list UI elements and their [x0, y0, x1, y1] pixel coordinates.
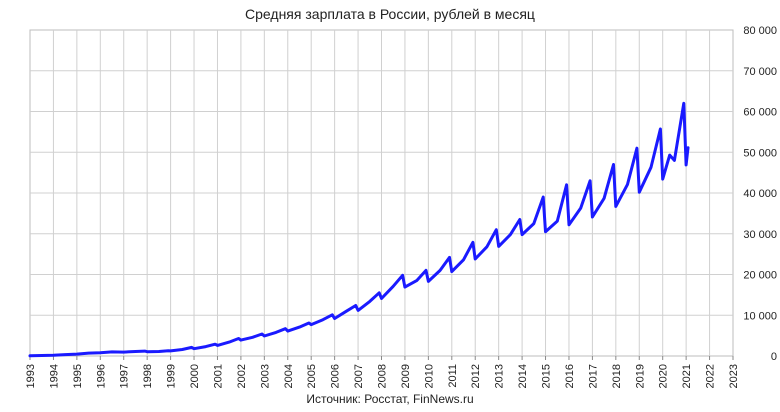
x-tick-label: 2009: [400, 364, 412, 388]
y-tick-label: 20 000: [743, 270, 777, 282]
x-tick-label: 2008: [377, 364, 389, 388]
x-tick-label: 2023: [728, 364, 740, 388]
x-tick-label: 2007: [353, 364, 365, 388]
chart-title: Средняя зарплата в России, рублей в меся…: [245, 6, 535, 22]
x-tick-label: 2011: [447, 364, 459, 388]
x-tick-label: 1993: [25, 364, 37, 388]
y-tick-label: 30 000: [743, 229, 777, 241]
x-tick-label: 2001: [212, 364, 224, 388]
y-tick-label: 0: [771, 351, 777, 363]
x-tick-label: 1994: [48, 364, 60, 388]
x-tick-label: 2006: [330, 364, 342, 388]
x-tick-label: 2012: [470, 364, 482, 388]
x-tick-label: 2003: [259, 364, 271, 388]
x-tick-label: 2022: [705, 364, 717, 388]
x-tick-label: 2000: [189, 364, 201, 388]
salary-series-line: [28, 101, 690, 358]
x-tick-label: 2020: [658, 364, 670, 388]
x-tick-label: 2015: [541, 364, 553, 388]
x-tick-label: 2021: [681, 364, 693, 388]
x-tick-label: 1997: [119, 364, 131, 388]
y-tick-label: 60 000: [743, 107, 777, 119]
x-tick-label: 1999: [166, 364, 178, 388]
x-tick-label: 2013: [494, 364, 506, 388]
x-tick-label: 2005: [306, 364, 318, 388]
x-tick-label: 2002: [236, 364, 248, 388]
y-tick-label: 50 000: [743, 147, 777, 159]
x-tick-label: 2010: [423, 364, 435, 388]
x-tick-label: 2019: [634, 364, 646, 388]
chart-source: Источник: Росстат, FinNews.ru: [306, 392, 474, 406]
y-tick-label: 10 000: [743, 310, 777, 322]
y-tick-label: 80 000: [743, 25, 777, 37]
x-tick-label: 2016: [564, 364, 576, 388]
x-tick-label: 1996: [95, 364, 107, 388]
x-tick-label: 1998: [142, 364, 154, 388]
y-tick-label: 40 000: [743, 188, 777, 200]
x-tick-label: 2004: [283, 364, 295, 388]
y-tick-label: 70 000: [743, 66, 777, 78]
x-tick-label: 2017: [587, 364, 599, 388]
x-tick-label: 2018: [611, 364, 623, 388]
x-tick-label: 1995: [72, 364, 84, 388]
x-tick-label: 2014: [517, 364, 529, 388]
